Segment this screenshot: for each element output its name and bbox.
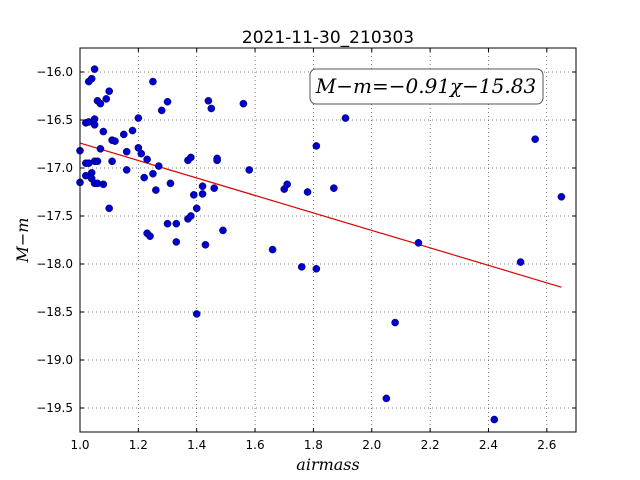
x-tick-label: 2.0: [362, 438, 381, 452]
data-point: [239, 99, 248, 108]
fit-equation-frame: [309, 68, 544, 105]
grid: [79, 48, 576, 432]
data-point: [108, 157, 116, 166]
y-tick-label: −16.5: [36, 113, 73, 127]
data-point: [192, 204, 201, 213]
data-point: [137, 149, 146, 158]
data-point: [122, 147, 131, 156]
chart-title: 2021-11-30_210303: [242, 28, 414, 48]
data-point: [143, 155, 151, 164]
data-point: [192, 310, 201, 318]
y-tick-label: −17.5: [36, 209, 73, 223]
data-point: [149, 169, 157, 178]
data-point: [96, 144, 105, 153]
y-axis-label: M−m: [13, 218, 32, 264]
data-point: [172, 238, 181, 246]
fit-line-group: [79, 142, 562, 288]
data-point: [87, 74, 96, 83]
data-point: [90, 65, 99, 73]
data-point: [128, 126, 137, 135]
data-point: [105, 204, 113, 213]
data-point: [111, 137, 119, 145]
data-point: [99, 180, 108, 189]
data-point: [166, 179, 175, 188]
y-tick-label: −18.0: [36, 257, 73, 271]
x-tick-label: 1.8: [304, 438, 323, 452]
data-point: [414, 239, 423, 247]
fit-equation: M−m=−0.91χ−15.83: [315, 74, 536, 98]
data-point: [312, 142, 321, 150]
x-tick-label: 1.0: [70, 438, 89, 452]
y-tick-label: −17.0: [36, 161, 73, 175]
data-point: [99, 127, 108, 136]
x-tick-label: 1.4: [187, 438, 206, 452]
y-tick-label: −19.5: [36, 401, 73, 415]
data-point: [187, 212, 195, 220]
data-point: [90, 121, 99, 129]
data-point: [382, 394, 391, 403]
data-point: [490, 415, 499, 424]
data-point: [268, 245, 277, 254]
fit-equation-box: M−m=−0.91χ−15.83: [309, 68, 544, 105]
data-point: [204, 97, 213, 105]
data-points: [76, 65, 566, 424]
y-tick-label: −16.0: [36, 65, 73, 79]
data-point: [245, 166, 254, 174]
data-point: [210, 184, 219, 192]
x-tick-label: 2.4: [479, 438, 498, 452]
data-point: [297, 263, 306, 271]
data-point: [201, 240, 210, 249]
data-point: [219, 226, 227, 235]
data-point: [154, 162, 163, 170]
data-point: [105, 87, 113, 95]
x-tick-label: 1.6: [246, 438, 265, 452]
data-point: [152, 186, 160, 194]
data-point: [163, 97, 172, 106]
y-tick-label: −18.5: [36, 305, 73, 319]
y-tick-label: −19.0: [36, 353, 73, 367]
axis-ticks: 1.0 1.2 1.4 1.6 1.8 2.0 2.2 2.4 2.6 −16.0 −16.5 −17…: [36, 48, 576, 452]
data-point: [163, 219, 172, 228]
data-point: [531, 135, 539, 143]
data-point: [172, 219, 181, 228]
data-point: [187, 153, 195, 162]
plot-frame: [79, 47, 577, 433]
data-point: [146, 232, 154, 240]
data-point: [283, 180, 291, 189]
data-point: [119, 130, 128, 139]
data-point: [122, 166, 131, 174]
data-point: [140, 173, 148, 182]
data-point: [341, 114, 350, 122]
data-point: [303, 188, 312, 196]
data-point: [189, 191, 198, 199]
data-point: [102, 95, 111, 103]
fit-line: [79, 142, 562, 288]
data-point: [157, 106, 166, 115]
data-point: [149, 77, 157, 86]
data-point: [213, 154, 221, 163]
data-point: [134, 114, 143, 122]
data-point: [312, 264, 321, 273]
data-point: [96, 99, 105, 108]
data-point: [557, 192, 566, 201]
data-point: [391, 318, 399, 327]
x-tick-label: 1.2: [129, 438, 148, 452]
data-point: [93, 157, 102, 166]
data-point: [330, 184, 338, 192]
x-axis-label: airmass: [296, 455, 359, 474]
data-point: [198, 190, 207, 198]
x-tick-label: 2.2: [421, 438, 440, 452]
data-point: [207, 104, 216, 113]
data-point: [198, 182, 207, 191]
x-tick-label: 2.6: [537, 438, 556, 452]
data-point: [516, 258, 525, 266]
